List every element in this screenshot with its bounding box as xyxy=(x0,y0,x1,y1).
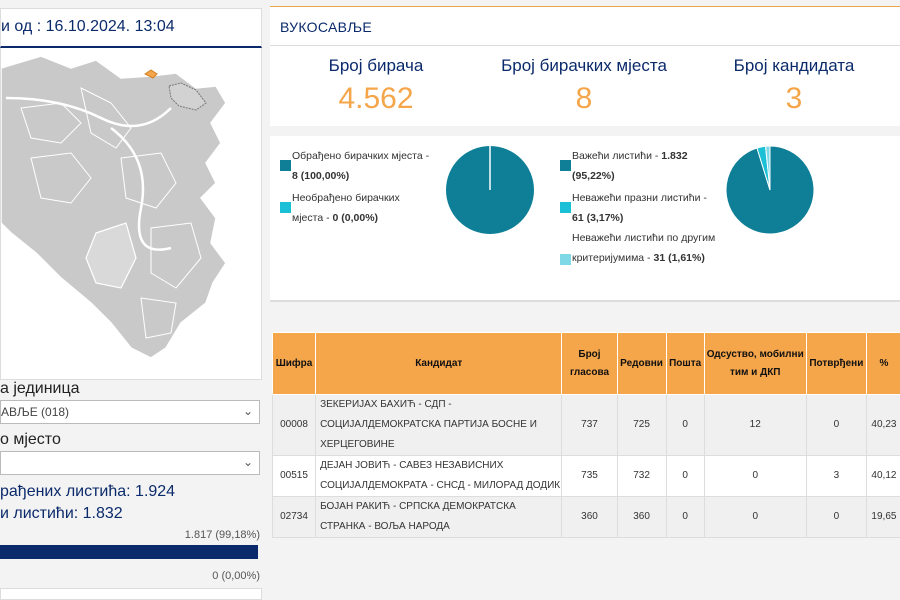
cell-post: 0 xyxy=(665,394,705,456)
cell-votes: 737 xyxy=(561,394,618,456)
cell-votes: 735 xyxy=(561,455,618,497)
bar2-label: 0 (0,00%) xyxy=(212,570,260,582)
cell-votes: 360 xyxy=(561,496,618,538)
cell-absence: 0 xyxy=(703,455,807,497)
legend-swatch xyxy=(560,254,571,265)
pie-chart-ballots xyxy=(725,145,815,235)
col-code[interactable]: Шифра xyxy=(271,332,317,395)
cell-code: 02734 xyxy=(271,496,317,538)
cell-confirmed: 3 xyxy=(805,455,867,497)
legend-item-processed: Обрађено бирачких мјеста - 8 (100,00%) xyxy=(292,150,430,182)
results-table: Шифра Кандидат Број гласова Редовни Пошт… xyxy=(271,332,900,538)
pie-slice xyxy=(765,145,771,191)
legend-item-valid: Важећи листићи - 1.832 (95,22%) xyxy=(572,150,688,182)
table-header-row: Шифра Кандидат Број гласова Редовни Пошт… xyxy=(271,332,900,395)
chevron-down-icon: ⌄ xyxy=(242,404,253,418)
left-panel: и од : 16.10.2024. 13:04 а јединица АВЉЕ… xyxy=(0,0,262,600)
legend-swatch xyxy=(280,202,291,213)
col-votes[interactable]: Број гласова xyxy=(561,332,618,395)
municipality-title: ВУКОСАВЉЕ xyxy=(280,19,372,35)
unit-select[interactable]: АВЉЕ (018) ⌄ xyxy=(0,400,260,424)
municipality-title-bar: ВУКОСАВЉЕ xyxy=(270,6,900,46)
valid-ballots: и листићи: 1.832 xyxy=(0,505,123,522)
updated-header: и од : 16.10.2024. 13:04 xyxy=(0,8,262,48)
legend-item-invalid-empty: Неважећи празни листићи - 61 (3,17%) xyxy=(572,192,707,224)
counter-polling-stations: Број бирачких мјеста 8 xyxy=(484,56,684,116)
left-footer-box xyxy=(0,588,262,600)
legend-swatch xyxy=(560,160,571,171)
cell-post: 0 xyxy=(665,455,705,497)
counter-voters: Број бирача 4.562 xyxy=(276,56,476,116)
counter-label: Број бирача xyxy=(328,56,424,75)
processed-ballots: рађених листића: 1.924 xyxy=(0,483,176,500)
results-table-wrap: Шифра Кандидат Број гласова Редовни Пошт… xyxy=(271,332,900,538)
col-percent[interactable]: % xyxy=(865,332,900,395)
municipality-map[interactable] xyxy=(0,48,262,380)
cell-candidate: ЗЕКЕРИЈАХ БАХИЋ - СДП - СОЦИЈАЛДЕМОКРАТС… xyxy=(315,394,563,456)
counter-value: 3 xyxy=(785,82,803,115)
cell-candidate: БОЈАН РАКИЋ - СРПСКА ДЕМОКРАТСКА СТРАНКА… xyxy=(315,496,563,538)
col-absence[interactable]: Одсуство, мобилни тим и ДКП xyxy=(703,332,807,395)
cell-candidate: ДЕЈАН ЈОВИЋ - САВЕЗ НЕЗАВИСНИХ СОЦИЈАЛДЕ… xyxy=(315,455,563,497)
cell-percent: 40,23 xyxy=(865,394,900,456)
unit-label: а јединица xyxy=(0,380,80,397)
unit-select-value: АВЉЕ (018) xyxy=(1,405,70,419)
col-confirmed[interactable]: Потврђени xyxy=(805,332,867,395)
results-panel: ВУКОСАВЉЕ Број бирача 4.562 Број бирачки… xyxy=(270,0,900,600)
legend-item-unprocessed: Необрађено бирачких мјеста - 0 (0,00%) xyxy=(292,192,400,224)
col-candidate[interactable]: Кандидат xyxy=(315,332,563,395)
cell-absence: 0 xyxy=(703,496,807,538)
legend-swatch xyxy=(280,160,291,171)
chevron-down-icon: ⌄ xyxy=(242,455,253,469)
station-select[interactable]: ⌄ xyxy=(0,451,260,475)
progress-bar xyxy=(0,545,258,559)
counters: Број бирача 4.562 Број бирачких мјеста 8… xyxy=(270,46,900,126)
cell-confirmed: 0 xyxy=(805,394,867,456)
col-post[interactable]: Пошта xyxy=(665,332,705,395)
cell-regular: 725 xyxy=(616,394,667,456)
cell-percent: 19,65 xyxy=(865,496,900,538)
cell-absence: 12 xyxy=(703,394,807,456)
cell-confirmed: 0 xyxy=(805,496,867,538)
pie-chart-processed xyxy=(446,146,534,234)
counter-value: 4.562 xyxy=(338,82,414,115)
cell-code: 00008 xyxy=(271,394,317,456)
cell-percent: 40,12 xyxy=(865,455,900,497)
legend-item-invalid-other: Неважећи листићи по другим критеријумима… xyxy=(572,232,716,264)
pie-charts: Обрађено бирачких мјеста - 8 (100,00%) Н… xyxy=(270,136,900,302)
counter-label: Број бирачких мјеста xyxy=(501,56,667,75)
cell-code: 00515 xyxy=(271,455,317,497)
bar1-label: 1.817 (99,18%) xyxy=(184,529,260,541)
cell-post: 0 xyxy=(665,496,705,538)
table-row[interactable]: 00008 ЗЕКЕРИЈАХ БАХИЋ - СДП - СОЦИЈАЛДЕМ… xyxy=(271,394,900,456)
cell-regular: 360 xyxy=(616,496,667,538)
counter-candidates: Број кандидата 3 xyxy=(694,56,894,116)
station-label: о мјесто xyxy=(0,431,61,448)
table-row[interactable]: 02734 БОЈАН РАКИЋ - СРПСКА ДЕМОКРАТСКА С… xyxy=(271,496,900,538)
counter-value: 8 xyxy=(575,82,593,115)
table-row[interactable]: 00515 ДЕЈАН ЈОВИЋ - САВЕЗ НЕЗАВИСНИХ СОЦ… xyxy=(271,455,900,497)
col-regular[interactable]: Редовни xyxy=(616,332,667,395)
cell-regular: 732 xyxy=(616,455,667,497)
map-svg[interactable] xyxy=(0,48,263,380)
updated-label: и од : 16.10.2024. 13:04 xyxy=(1,18,175,35)
counter-label: Број кандидата xyxy=(733,56,855,75)
legend-swatch xyxy=(560,202,571,213)
filter-form: а јединица АВЉЕ (018) ⌄ о мјесто ⌄ рађен… xyxy=(0,380,262,600)
